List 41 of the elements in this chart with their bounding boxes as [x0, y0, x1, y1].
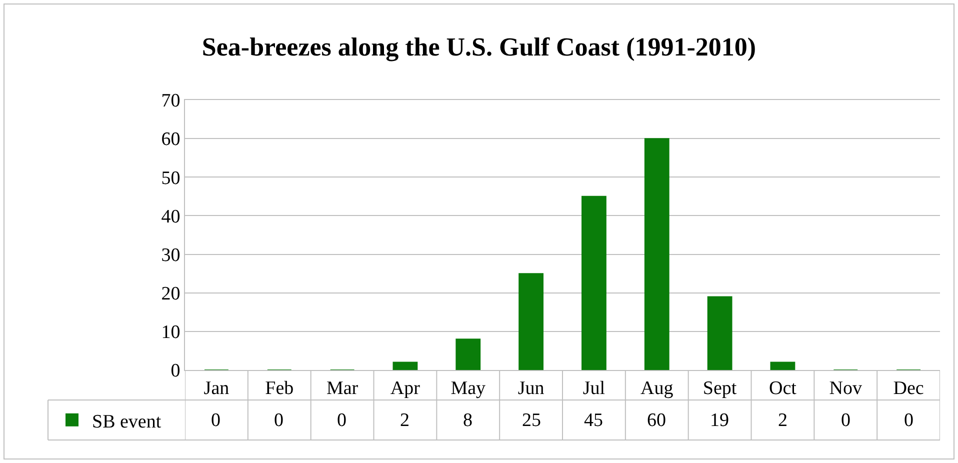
data-label: 0	[274, 410, 284, 431]
x-tick-label: Mar	[326, 378, 359, 399]
x-tick-label: Nov	[829, 378, 862, 399]
x-tick-label: Oct	[768, 378, 798, 399]
data-label: 0	[337, 410, 346, 431]
y-tick-label: 0	[170, 360, 180, 382]
data-label: 60	[647, 410, 666, 431]
bar	[770, 362, 796, 370]
x-tick-label: Feb	[265, 378, 294, 399]
y-tick-label: 30	[161, 244, 180, 266]
bar	[707, 296, 732, 370]
chart-title: Sea-breezes along the U.S. Gulf Coast (1991-2010)	[202, 32, 756, 62]
data-label: 0	[211, 410, 220, 431]
bar	[518, 273, 544, 370]
y-tick-label: 50	[161, 168, 180, 189]
y-tick-label: 10	[161, 322, 180, 344]
bar	[456, 338, 481, 370]
data-label: 0	[904, 410, 914, 431]
data-label: 19	[710, 410, 729, 431]
y-tick-label: 70	[161, 90, 180, 112]
x-tick-label: Jul	[582, 378, 606, 399]
data-label: 45	[584, 410, 603, 431]
x-tick-label: Apr	[390, 378, 421, 399]
x-tick-label: Jun	[518, 378, 545, 399]
bar	[582, 196, 606, 370]
y-tick-label: 60	[161, 129, 180, 150]
x-tick-label: Dec	[893, 378, 924, 399]
x-tick-label: May	[450, 378, 486, 399]
y-tick-label: 20	[161, 284, 180, 305]
data-label: 2	[400, 410, 410, 431]
bar	[392, 362, 418, 370]
x-tick-label: Aug	[640, 378, 674, 399]
x-tick-label: Sept	[702, 378, 738, 399]
y-tick-label: 40	[161, 206, 180, 228]
x-tick-label: Jan	[204, 378, 230, 399]
data-label: 2	[778, 410, 788, 431]
data-label: 25	[522, 410, 541, 431]
data-label: 8	[463, 410, 472, 431]
data-label: 0	[841, 410, 850, 431]
legend-label: SB event	[92, 411, 162, 432]
bar	[644, 138, 670, 370]
